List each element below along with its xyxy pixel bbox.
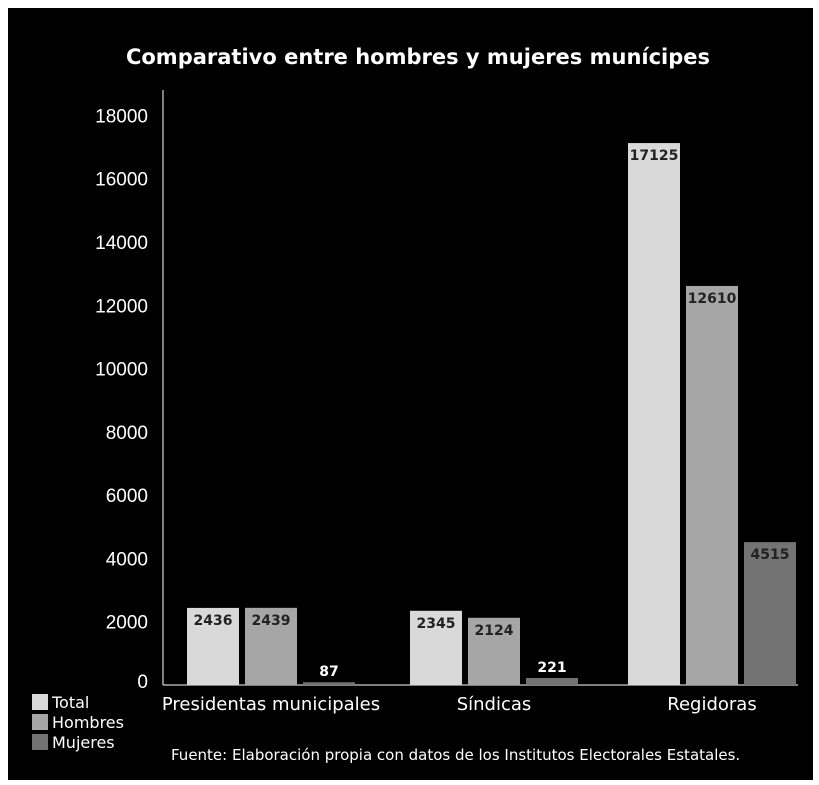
data-label: 2345 <box>417 616 456 632</box>
bar-total-2 <box>628 143 680 685</box>
y-tick-label: 8000 <box>106 423 148 444</box>
chart-frame: Comparativo entre hombres y mujeres muní… <box>8 8 813 780</box>
bar-mujeres-0 <box>303 682 355 685</box>
bar-hombres-2 <box>686 285 738 685</box>
bar-mujeres-1 <box>526 678 578 685</box>
y-tick-label: 2000 <box>106 613 148 634</box>
data-label: 4515 <box>751 547 790 563</box>
y-tick-label: 16000 <box>95 170 148 191</box>
y-tick-label: 14000 <box>95 233 148 254</box>
y-tick-label: 12000 <box>95 296 148 317</box>
bar-total-0 <box>187 607 239 685</box>
y-tick-label: 6000 <box>106 486 148 507</box>
data-labels: 2436 2439 87 2345 2124 221 17125 12610 4515 <box>194 148 790 680</box>
legend-swatch-mujeres <box>32 734 48 750</box>
data-label: 12610 <box>688 291 737 307</box>
x-category-label: Síndicas <box>457 694 532 715</box>
y-tick-label: 18000 <box>95 106 148 127</box>
data-label: 2124 <box>475 623 514 639</box>
data-label: 2436 <box>194 613 233 629</box>
chart-title: Comparativo entre hombres y mujeres muní… <box>126 45 710 69</box>
legend-label: Mujeres <box>52 733 115 752</box>
y-tick-label: 4000 <box>106 549 148 570</box>
bars <box>187 143 796 685</box>
bar-mujeres-2 <box>744 542 796 685</box>
x-category-label: Presidentas municipales <box>162 694 380 715</box>
data-label: 221 <box>537 660 566 676</box>
data-label: 2439 <box>252 613 291 629</box>
legend-swatch-hombres <box>32 714 48 730</box>
legend-label: Hombres <box>52 713 124 732</box>
bar-hombres-1 <box>468 617 520 685</box>
y-tick-label: 0 <box>137 672 148 693</box>
bar-total-1 <box>410 610 462 685</box>
y-axis-ticks: 0 2000 4000 6000 8000 10000 12000 14000 16000 180… <box>95 106 148 693</box>
x-category-label: Regidoras <box>667 694 756 715</box>
x-axis-categories: Presidentas municipales Síndicas Regidoras <box>162 694 757 715</box>
data-label: 17125 <box>630 148 679 164</box>
legend-swatch-total <box>32 694 48 710</box>
legend-label: Total <box>51 693 89 712</box>
data-label: 87 <box>319 664 338 680</box>
bar-hombres-0 <box>245 607 297 685</box>
y-tick-label: 10000 <box>95 360 148 381</box>
bar-chart: Comparativo entre hombres y mujeres muní… <box>32 45 798 764</box>
source-note: Fuente: Elaboración propia con datos de … <box>171 746 740 764</box>
